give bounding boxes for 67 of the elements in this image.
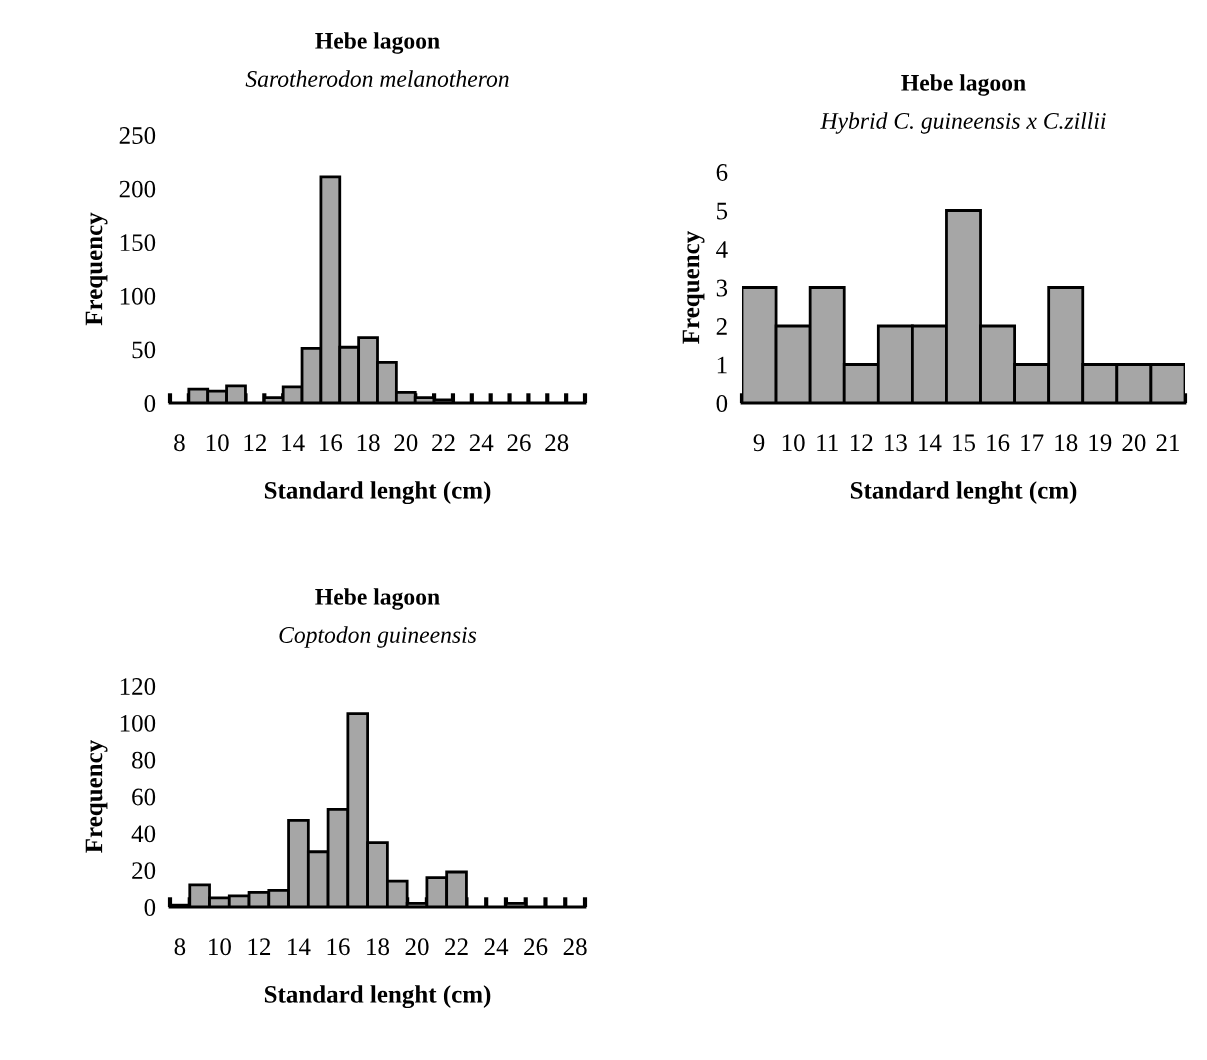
y-tick-label: 50 bbox=[132, 341, 156, 359]
x-tick-label: 28 bbox=[563, 938, 587, 956]
y-tick-label: 200 bbox=[119, 180, 156, 198]
x-tick-label: 26 bbox=[507, 434, 531, 452]
x-tick-label: 24 bbox=[469, 434, 494, 451]
x-tick-label: 8 bbox=[174, 938, 186, 956]
x-tick-label: 10 bbox=[782, 434, 805, 452]
x-tick-label: 14 bbox=[919, 434, 942, 451]
x-tick-label: 12 bbox=[248, 938, 271, 955]
x-tick-label: 18 bbox=[357, 434, 380, 452]
y-tick-label: 6 bbox=[716, 164, 728, 181]
chart-title: Hebe lagoon bbox=[315, 32, 440, 54]
y-tick-label: 3 bbox=[716, 279, 728, 297]
y-tick-label: 4 bbox=[716, 241, 728, 258]
x-tick-label: 22 bbox=[445, 938, 468, 955]
y-tick-label: 150 bbox=[120, 234, 156, 252]
x-tick-label: 18 bbox=[1055, 434, 1078, 452]
y-tick-label: 80 bbox=[132, 751, 156, 769]
x-tick-label: 8 bbox=[174, 434, 185, 452]
y-tick-label: 5 bbox=[717, 202, 728, 220]
y-axis-title: Frequency bbox=[682, 231, 705, 344]
x-tick-label: 16 bbox=[327, 938, 350, 956]
y-tick-label: 120 bbox=[120, 678, 156, 695]
x-tick-label: 20 bbox=[405, 938, 429, 956]
y-axis-title: Frequency bbox=[85, 212, 108, 326]
chart-subtitle: Coptodon guineensis bbox=[279, 626, 477, 648]
x-tick-label: 28 bbox=[545, 434, 569, 452]
x-tick-label: 14 bbox=[282, 434, 305, 451]
x-tick-label: 24 bbox=[484, 938, 509, 955]
x-tick-label: 20 bbox=[1122, 434, 1146, 452]
x-tick-label: 9 bbox=[753, 434, 765, 452]
x-tick-label: 19 bbox=[1089, 434, 1112, 452]
x-axis-title: Standard lenght (cm) bbox=[264, 985, 491, 1009]
x-tick-label: 18 bbox=[367, 938, 390, 956]
chart-title: Hebe lagoon bbox=[315, 588, 440, 610]
x-tick-label: 16 bbox=[320, 434, 343, 452]
x-tick-label: 20 bbox=[394, 434, 418, 452]
y-tick-label: 20 bbox=[132, 862, 156, 880]
x-tick-label: 17 bbox=[1021, 434, 1044, 451]
chart-title: Hebe lagoon bbox=[901, 74, 1026, 96]
x-tick-label: 12 bbox=[244, 434, 267, 451]
x-tick-label: 26 bbox=[524, 938, 548, 956]
y-tick-label: 40 bbox=[131, 825, 156, 843]
x-tick-label: 16 bbox=[987, 434, 1010, 452]
x-tick-label: 10 bbox=[206, 434, 229, 452]
x-tick-label: 22 bbox=[432, 434, 455, 451]
x-axis-title: Standard lenght (cm) bbox=[264, 481, 491, 505]
x-tick-label: 21 bbox=[1156, 434, 1179, 451]
x-axis-title: Standard lenght (cm) bbox=[850, 481, 1077, 505]
x-tick-label: 15 bbox=[953, 434, 976, 452]
x-tick-label: 10 bbox=[209, 938, 231, 956]
y-tick-label: 0 bbox=[144, 899, 156, 916]
y-axis-title: Frequency bbox=[85, 740, 108, 853]
y-tick-label: 1 bbox=[717, 356, 727, 374]
chart-subtitle: Sarotherodon melanotheron bbox=[245, 70, 509, 87]
y-tick-label: 100 bbox=[120, 714, 156, 732]
chart-subtitle: Hybrid C. guineensis x C.zillii bbox=[820, 112, 1106, 134]
y-tick-label: 250 bbox=[119, 127, 156, 144]
y-tick-label: 100 bbox=[120, 287, 156, 305]
y-tick-label: 0 bbox=[716, 395, 728, 412]
y-tick-label: 60 bbox=[132, 788, 156, 806]
x-tick-label: 11 bbox=[817, 434, 838, 451]
x-tick-label: 14 bbox=[288, 938, 311, 955]
x-tick-label: 13 bbox=[885, 434, 907, 452]
y-tick-label: 2 bbox=[716, 318, 727, 335]
x-tick-label: 12 bbox=[850, 434, 873, 451]
y-tick-label: 0 bbox=[144, 395, 156, 412]
